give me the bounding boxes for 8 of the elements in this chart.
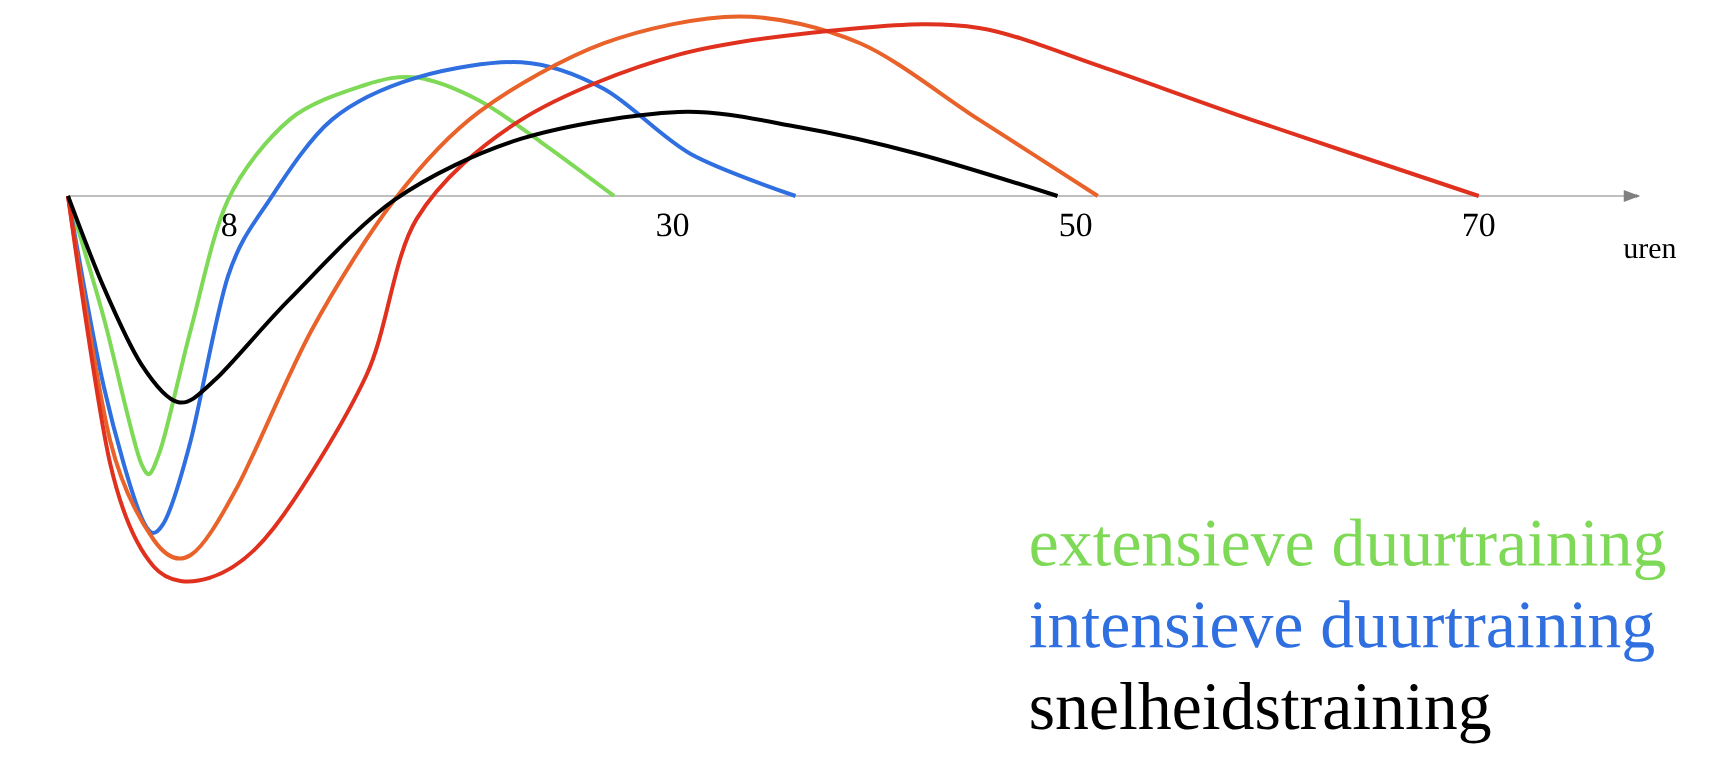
text: intensieve duurtraining (1030, 600, 1654, 662)
text: extensieve duurtraining (1031, 518, 1666, 581)
x-tick-label: 50 (1060, 213, 1092, 237)
x-tick-label: 8 (222, 213, 237, 237)
x-tick-label: 30 (657, 213, 689, 237)
x-axis-title: uren (1623, 243, 1676, 259)
text: snelheidstraining (1031, 681, 1491, 744)
x-tick-label: 70 (1464, 213, 1495, 237)
